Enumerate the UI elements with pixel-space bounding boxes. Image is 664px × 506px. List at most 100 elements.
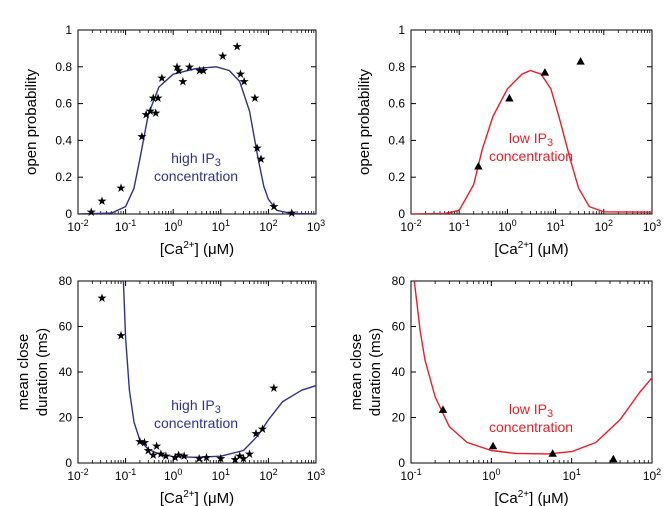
x-tick-label: 10-2 xyxy=(67,467,88,483)
data-point-star: ★ xyxy=(145,104,156,118)
annotation-text: low IP3 xyxy=(509,401,553,420)
panel-c: 10-2 10-1 100 101 102 103 0 20 40 60 80 [Ca2+] (μM)… xyxy=(15,274,325,506)
y-axis-label: duration (ms) xyxy=(367,328,384,416)
x-tick-label: 10-1 xyxy=(115,467,136,483)
data-point-star: ★ xyxy=(235,67,246,81)
data-point-star: ★ xyxy=(179,449,190,463)
data-point-triangle xyxy=(609,454,618,463)
data-point-star: ★ xyxy=(217,49,228,63)
data-point-star: ★ xyxy=(257,422,268,436)
data-point-star: ★ xyxy=(230,453,241,467)
y-tick-label: 0 xyxy=(65,207,72,221)
data-point-star: ★ xyxy=(198,63,209,77)
data-point-star: ★ xyxy=(157,71,168,85)
data-point-triangle xyxy=(576,57,585,65)
x-axis-label: [Ca2+] (μM) xyxy=(494,489,568,506)
x-tick-label: 100 xyxy=(498,218,516,234)
x-tick-label: 100 xyxy=(164,467,182,483)
data-point-triangle xyxy=(488,441,498,450)
x-tick-label: 10-1 xyxy=(400,467,421,483)
panel-d: 10-1 100 101 102 0 20 40 60 80 [Ca2+] (μM) mean cl… xyxy=(348,274,661,506)
model-curve xyxy=(413,281,652,455)
data-point-star: ★ xyxy=(86,205,97,219)
data-point-star: ★ xyxy=(201,450,212,464)
x-axis-label: [Ca2+] (μM) xyxy=(160,240,234,258)
annotation-text: high IP3 xyxy=(171,150,221,169)
y-axis-label: duration (ms) xyxy=(34,328,51,416)
y-tick-label: 20 xyxy=(59,411,73,425)
y-tick-label: 0.4 xyxy=(388,133,405,147)
data-point-star: ★ xyxy=(215,451,226,465)
data-point-star: ★ xyxy=(244,447,255,461)
data-point-triangle xyxy=(505,93,514,102)
data-point-star: ★ xyxy=(116,329,127,343)
x-tick-label: 103 xyxy=(307,467,325,483)
data-point-star: ★ xyxy=(251,426,262,440)
y-tick-label: 40 xyxy=(59,365,73,379)
x-tick-label: 102 xyxy=(643,467,661,483)
axes-frame xyxy=(410,29,653,215)
data-point-star: ★ xyxy=(141,108,152,122)
panel-b: 10-2 10-1 100 101 102 103 0 0.2 0.4 0.6 0.8 1 [Ca2+]… xyxy=(356,23,661,258)
data-point-star: ★ xyxy=(184,60,195,74)
y-tick-label: 0.2 xyxy=(388,170,405,184)
data-point-star: ★ xyxy=(97,194,108,208)
x-tick-label: 102 xyxy=(259,218,277,234)
x-tick-label: 10-1 xyxy=(115,218,136,234)
annotation-text: concentration xyxy=(154,168,238,184)
data-point-star: ★ xyxy=(172,60,183,74)
data-point-star: ★ xyxy=(97,291,108,305)
y-axis-label: open probability xyxy=(356,69,373,175)
x-tick-label: 103 xyxy=(307,218,325,234)
data-point-triangle xyxy=(540,68,550,76)
y-tick-label: 60 xyxy=(392,320,406,334)
y-tick-label: 0.4 xyxy=(55,133,72,147)
x-tick-label: 10-2 xyxy=(400,218,421,234)
data-point-star: ★ xyxy=(194,451,205,465)
data-point-star: ★ xyxy=(137,130,148,144)
annotation-text: concentration xyxy=(489,419,573,435)
y-tick-label: 0.8 xyxy=(388,60,405,74)
x-axis-label: [Ca2+] (μM) xyxy=(160,489,234,506)
y-tick-label: 80 xyxy=(59,274,73,288)
y-tick-label: 0 xyxy=(65,456,72,470)
data-point-star: ★ xyxy=(238,451,249,465)
data-point-star: ★ xyxy=(153,91,164,105)
annotation-text: concentration xyxy=(154,415,238,431)
axes-frame xyxy=(77,29,317,215)
x-tick-label: 100 xyxy=(482,467,500,483)
y-axis-label: open probability xyxy=(23,69,40,175)
annotation-text: low IP3 xyxy=(509,130,553,149)
data-point-triangle xyxy=(548,449,557,457)
data-point-star: ★ xyxy=(232,40,243,54)
x-tick-label: 101 xyxy=(212,218,230,234)
axes-frame xyxy=(77,280,317,464)
x-tick-label: 101 xyxy=(212,467,230,483)
data-point-star: ★ xyxy=(150,106,161,120)
model-curve xyxy=(411,69,652,214)
data-point-star: ★ xyxy=(178,75,189,89)
y-tick-label: 0 xyxy=(398,207,405,221)
x-axis-label: [Ca2+] (μM) xyxy=(494,240,568,258)
data-point-star: ★ xyxy=(173,448,184,462)
data-point-star: ★ xyxy=(139,436,150,450)
data-point-star: ★ xyxy=(173,63,184,77)
x-tick-label: 10-1 xyxy=(449,218,470,234)
data-point-triangle xyxy=(474,161,483,170)
data-point-star: ★ xyxy=(239,75,250,89)
data-point-star: ★ xyxy=(286,206,297,220)
y-tick-label: 0.6 xyxy=(55,97,72,111)
data-point-star: ★ xyxy=(116,181,127,195)
data-point-star: ★ xyxy=(194,63,205,77)
y-tick-label: 0 xyxy=(398,456,405,470)
data-point-star: ★ xyxy=(151,439,162,453)
y-tick-label: 0.8 xyxy=(55,60,72,74)
y-tick-label: 40 xyxy=(392,365,406,379)
data-point-star: ★ xyxy=(143,443,154,457)
axes-frame xyxy=(410,280,653,464)
model-curve xyxy=(122,281,316,458)
panel-a: 10-2 10-1 100 101 102 103 0 0.2 0.4 0.6 0.8 1 [Ca2+]… xyxy=(23,23,325,258)
data-point-star: ★ xyxy=(256,152,267,166)
y-tick-label: 20 xyxy=(392,411,406,425)
